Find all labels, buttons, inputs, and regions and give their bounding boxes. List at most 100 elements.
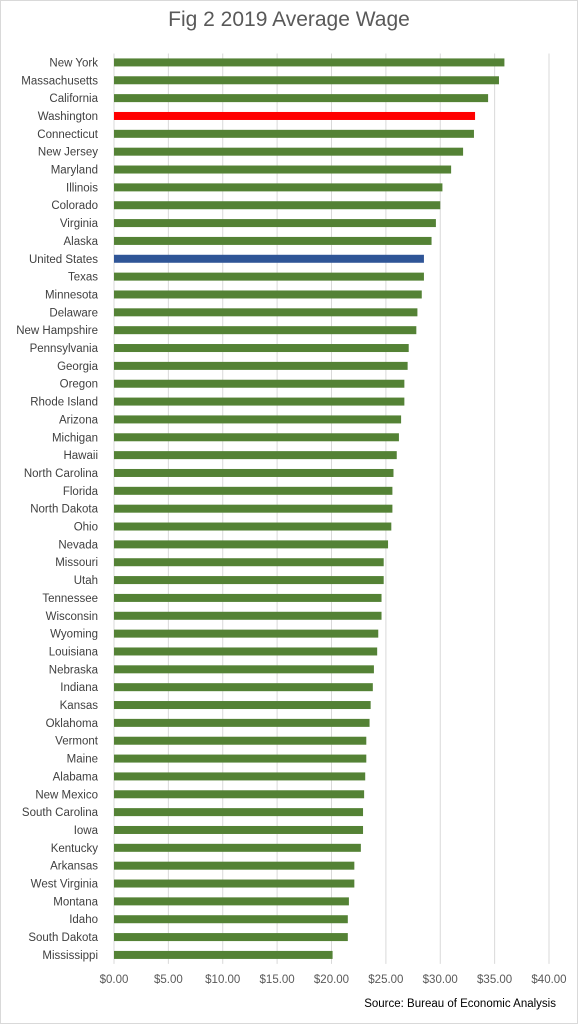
category-label: Mississippi — [42, 950, 98, 962]
x-tick-label: $20.00 — [314, 974, 349, 986]
bar — [114, 665, 374, 674]
category-label: California — [49, 93, 98, 105]
bar — [114, 326, 417, 335]
bar — [114, 683, 373, 692]
source-note: Source: Bureau of Economic Analysis — [364, 998, 556, 1010]
category-label: Colorado — [51, 200, 98, 212]
category-label: Tennessee — [42, 593, 98, 605]
category-label: Idaho — [69, 914, 98, 926]
bar — [114, 468, 394, 477]
category-label: Alabama — [53, 771, 99, 783]
bar — [114, 415, 402, 424]
category-label: Hawaii — [63, 450, 98, 462]
category-label: Indiana — [60, 682, 98, 694]
x-tick-label: $35.00 — [477, 974, 512, 986]
x-tick-label: $10.00 — [205, 974, 240, 986]
x-tick-label: $40.00 — [531, 974, 566, 986]
bar — [114, 111, 476, 120]
bar — [114, 272, 424, 281]
bar — [114, 236, 432, 245]
category-label: Washington — [38, 111, 98, 123]
category-label: Michigan — [52, 432, 98, 444]
category-label: Kansas — [60, 700, 99, 712]
bar — [114, 58, 505, 67]
category-label: New York — [49, 57, 98, 69]
category-label: Utah — [74, 575, 98, 587]
category-label: Texas — [68, 272, 98, 284]
bar — [114, 843, 361, 852]
category-label: Alaska — [63, 236, 98, 248]
category-label: Maine — [67, 754, 98, 766]
bar — [114, 165, 452, 174]
bar — [114, 629, 379, 638]
bar — [114, 504, 393, 513]
bar — [114, 897, 349, 906]
bar — [114, 290, 422, 299]
x-tick-label: $30.00 — [423, 974, 458, 986]
bar — [114, 754, 367, 763]
bar — [114, 183, 443, 192]
category-label: South Dakota — [28, 932, 98, 944]
bar — [114, 558, 384, 567]
bar — [114, 950, 333, 959]
category-label: Wyoming — [50, 629, 98, 641]
category-label: New Hampshire — [16, 325, 98, 337]
bar — [114, 736, 367, 745]
category-label: Georgia — [57, 361, 99, 373]
category-label: Louisiana — [49, 646, 99, 658]
bar — [114, 576, 384, 585]
bar — [114, 201, 441, 210]
bar — [114, 433, 399, 442]
bar — [114, 451, 397, 460]
bar — [114, 861, 355, 870]
bar — [114, 361, 408, 370]
category-label: Illinois — [66, 182, 98, 194]
bar — [114, 486, 393, 495]
category-label: Nebraska — [49, 664, 99, 676]
bar — [114, 94, 489, 103]
category-label: Arizona — [59, 414, 99, 426]
category-label: North Carolina — [24, 468, 99, 480]
category-label: Montana — [53, 896, 98, 908]
category-label: Virginia — [60, 218, 99, 230]
category-label: Minnesota — [45, 289, 99, 301]
category-label: Massachusetts — [21, 75, 98, 87]
bar — [114, 915, 348, 924]
category-label: Nevada — [58, 539, 98, 551]
bar — [114, 308, 418, 317]
x-tick-label: $25.00 — [368, 974, 403, 986]
bar — [114, 522, 392, 531]
category-label: Florida — [63, 486, 99, 498]
category-label: Vermont — [55, 736, 99, 748]
category-label: Iowa — [74, 825, 99, 837]
category-label: West Virginia — [31, 879, 99, 891]
bar — [114, 933, 348, 942]
category-label: Maryland — [51, 165, 98, 177]
bar — [114, 825, 364, 834]
bar — [114, 718, 370, 727]
bar — [114, 129, 474, 138]
x-tick-label: $5.00 — [154, 974, 183, 986]
chart-title: Fig 2 2019 Average Wage — [168, 8, 410, 31]
bar — [114, 379, 405, 388]
bar — [114, 540, 389, 549]
category-label: Pennsylvania — [30, 343, 99, 355]
bar — [114, 879, 355, 888]
category-label: South Carolina — [22, 807, 99, 819]
bar — [114, 790, 365, 799]
category-label: New Mexico — [35, 789, 98, 801]
category-label: Wisconsin — [46, 611, 98, 623]
category-label: Oklahoma — [46, 718, 99, 730]
x-tick-label: $0.00 — [100, 974, 129, 986]
bar — [114, 147, 464, 156]
category-label: North Dakota — [30, 504, 98, 516]
bar — [114, 701, 371, 710]
bar — [114, 647, 378, 656]
bar — [114, 772, 366, 781]
x-tick-label: $15.00 — [260, 974, 295, 986]
bar — [114, 611, 382, 620]
category-label: Missouri — [55, 557, 98, 569]
category-label: Kentucky — [51, 843, 99, 855]
category-label: New Jersey — [38, 147, 98, 159]
